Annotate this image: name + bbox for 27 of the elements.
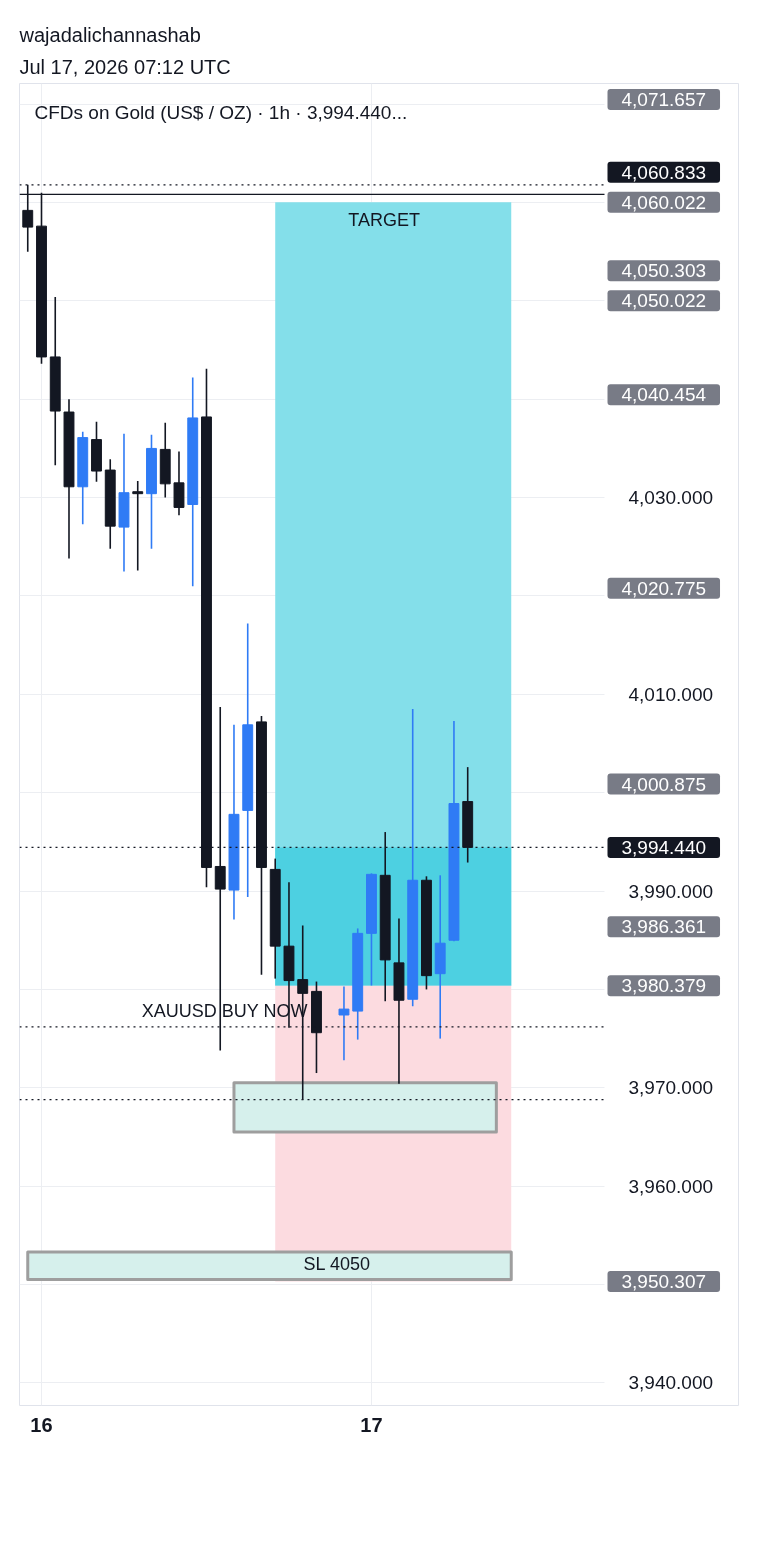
text: wajadalichannashab <box>18 23 201 46</box>
text: 3,986.361 <box>621 916 707 938</box>
text: 4,050.022 <box>621 290 707 312</box>
candlestick <box>338 985 350 1062</box>
text: 4,071.657 <box>621 89 707 110</box>
y-tick-label: 3,960.000 <box>628 1175 714 1197</box>
annotation: TARGET <box>348 210 420 231</box>
y-tick-label: 4,030.000 <box>628 487 714 509</box>
text: 4,050.303 <box>621 260 707 282</box>
text: 3,950.307 <box>621 1270 707 1292</box>
candlestick <box>132 480 144 572</box>
text: 4,000.875 <box>621 773 707 795</box>
y-tick-label: 3,940.000 <box>628 1372 714 1394</box>
text: CFDs on Gold (US$ / OZ) · 1h · 3,994.440... <box>34 102 408 123</box>
text: 3,980.379 <box>621 975 707 997</box>
text: 4,020.775 <box>621 577 707 599</box>
ref-line-label: 4,060.833 <box>621 161 707 183</box>
text: Jul 17, 2026 07:12 UTC <box>19 55 231 78</box>
y-tick-label: 3,990.000 <box>628 880 714 902</box>
annotation: SL 4050 <box>303 1253 370 1274</box>
text: 4,040.454 <box>621 384 707 406</box>
text: 4,060.022 <box>621 191 707 213</box>
x-tick-label: 16 <box>30 1413 53 1436</box>
y-tick-label: 4,010.000 <box>628 683 714 705</box>
ref-line-label: 3,994.440 <box>621 836 707 858</box>
x-tick-label: 17 <box>360 1413 383 1436</box>
y-tick-label: 3,970.000 <box>628 1077 714 1099</box>
